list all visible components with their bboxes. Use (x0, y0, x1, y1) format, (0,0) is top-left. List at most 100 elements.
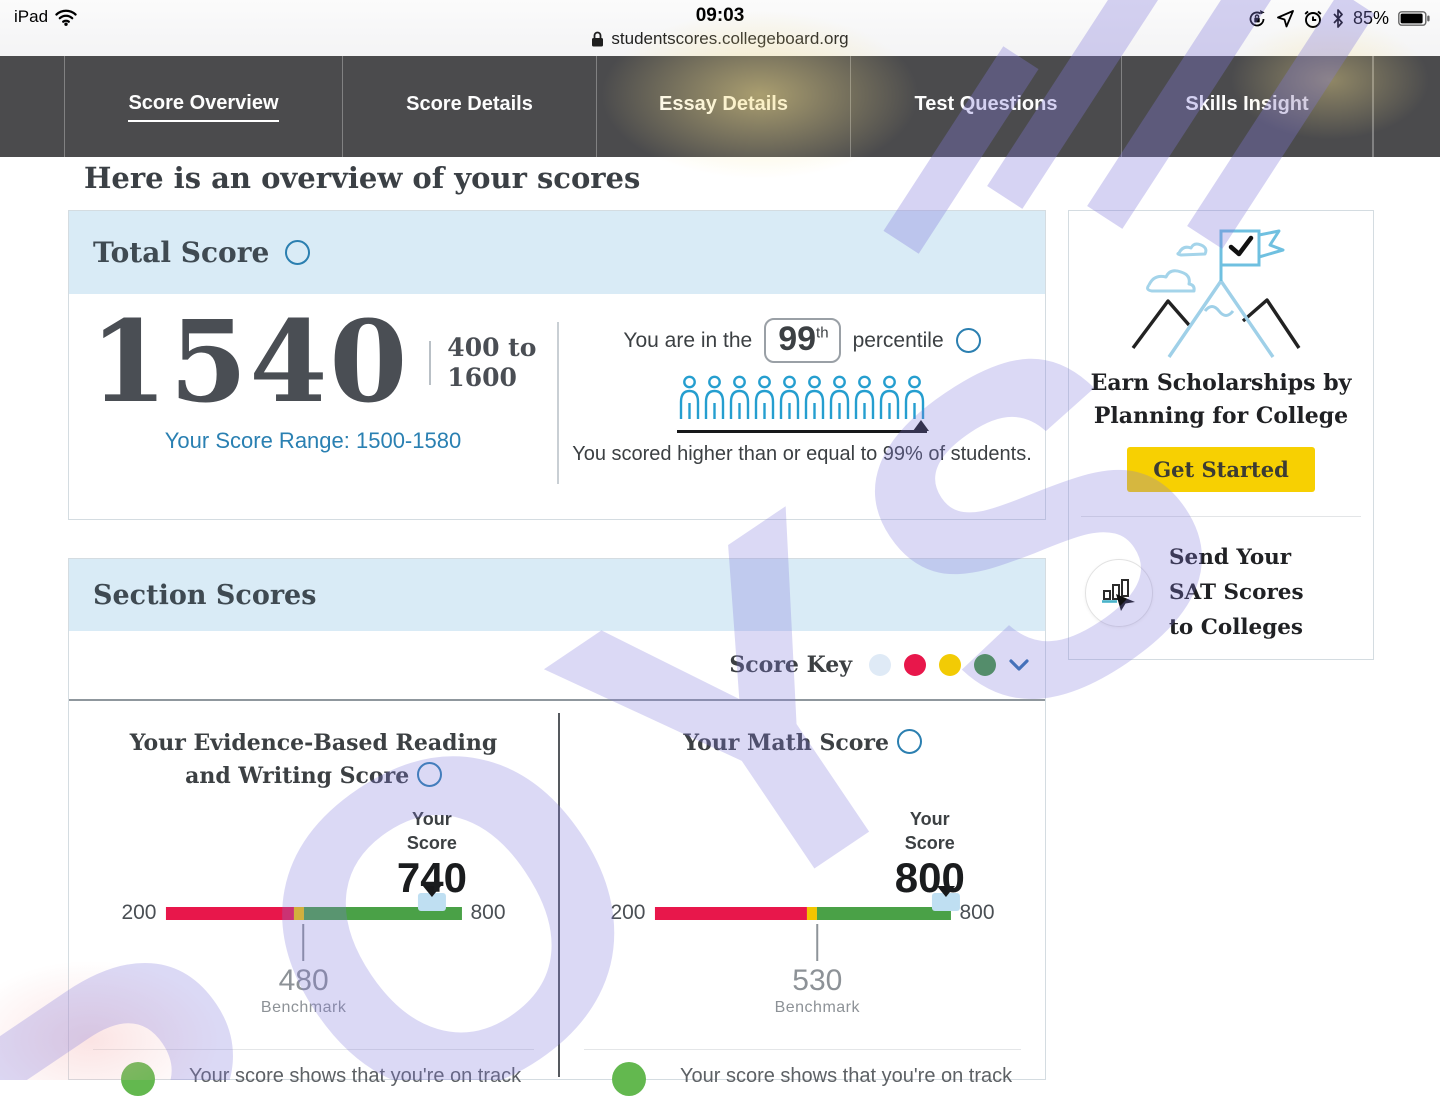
gauge-track: Your Score 740 480 Benchmark (166, 907, 462, 920)
score-value: 800 (895, 855, 965, 901)
title-text: Your Math Score (683, 730, 889, 756)
tab-essay-details[interactable]: Essay Details (596, 56, 850, 157)
tab-test-questions[interactable]: Test Questions (850, 56, 1121, 157)
person-icon (852, 375, 877, 421)
person-icon (702, 375, 727, 421)
tab-label: Test Questions (915, 93, 1058, 121)
gauge-max-label: 800 (960, 901, 995, 925)
title-text: Your Evidence-Based Reading and Writing … (130, 730, 497, 789)
percentile-axis (677, 430, 927, 433)
percentile-people (677, 375, 927, 421)
send-scores-link[interactable]: Send Your SAT Scores to Colleges (1069, 541, 1373, 645)
scholarship-title: Earn Scholarships by Planning for Colleg… (1087, 367, 1355, 433)
benchmark-indicator: 530 Benchmark (775, 924, 860, 1017)
section-scores-title: Section Scores (93, 580, 316, 611)
send-scores-circle (1085, 559, 1153, 627)
key-dot-yellow (939, 654, 961, 676)
score-range-text: Your Score Range: 1500-1580 (165, 428, 461, 454)
score-label-line: Your (895, 807, 965, 831)
person-icon (677, 375, 702, 421)
benchmark-tick (303, 924, 305, 961)
orientation-lock-icon (1247, 9, 1267, 29)
score-label-line: Score (895, 831, 965, 855)
gauge-segment (807, 907, 817, 920)
percentile-ordinal: th (816, 325, 829, 342)
person-icon (902, 375, 927, 421)
mountain-flag-illustration (1121, 223, 1321, 363)
percentile-number: 99 (778, 320, 816, 358)
section-scores-header: Section Scores (69, 559, 1045, 631)
score-key-label: Score Key (729, 652, 852, 678)
score-scale-range: 400 to 1600 (447, 333, 536, 393)
page-title: Here is an overview of your scores (84, 161, 640, 195)
scale-range-line: 1600 (447, 363, 536, 393)
send-scores-icon (1099, 573, 1139, 613)
person-icon (727, 375, 752, 421)
math-title: Your Math Score (560, 727, 1045, 760)
tab-label: Essay Details (659, 93, 788, 121)
total-score-value: 1540 (90, 310, 410, 416)
battery-percent: 85% (1353, 8, 1389, 29)
score-value: 740 (397, 855, 467, 901)
total-score-value-block: 1540 400 to 1600 Your Score Range: 1500-… (69, 294, 557, 520)
math-gauge: 200 Your Score 800 530 Benchmark 800 (610, 901, 994, 925)
person-icon (777, 375, 802, 421)
divider (1081, 516, 1361, 517)
bluetooth-icon (1332, 9, 1344, 28)
address-bar[interactable]: studentscores.collegeboard.org (0, 29, 1440, 49)
alarm-clock-icon (1303, 9, 1323, 29)
person-icon (827, 375, 852, 421)
score-label-line: Score (397, 831, 467, 855)
gauge-max-label: 800 (471, 901, 506, 925)
percentile-block: You are in the 99th percentile (559, 294, 1045, 520)
reading-writing-gauge: 200 Your Score 740 480 Benchmark 800 (121, 901, 505, 925)
gauge-min-label: 200 (121, 901, 156, 925)
tab-label: Score Overview (128, 92, 278, 122)
on-track-note: Your score shows that you're on track (93, 1049, 534, 1096)
location-arrow-icon (1276, 10, 1294, 28)
math-help-icon[interactable] (897, 729, 922, 754)
tab-label: Skills Insight (1185, 93, 1308, 121)
arrowhead-icon (913, 420, 929, 431)
benchmark-label: Benchmark (775, 999, 860, 1017)
gauge-segment (166, 907, 294, 920)
reading-writing-panel: Your Evidence-Based Reading and Writing … (69, 701, 558, 1077)
battery-icon (1398, 11, 1430, 26)
key-dot-lightblue (869, 654, 891, 676)
scholarship-card: Earn Scholarships by Planning for Colleg… (1068, 210, 1374, 660)
score-key-row: Score Key (69, 631, 1045, 701)
url-text: studentscores.collegeboard.org (611, 29, 848, 49)
on-track-icon (121, 1062, 155, 1096)
tab-skills-insight[interactable]: Skills Insight (1121, 56, 1373, 157)
chevron-down-icon[interactable] (1009, 658, 1029, 672)
total-score-help-icon[interactable] (285, 240, 310, 265)
gauge-min-label: 200 (610, 901, 645, 925)
top-nav: Score Overview Score Details Essay Detai… (0, 56, 1440, 157)
percentile-help-icon[interactable] (956, 328, 981, 353)
tab-score-details[interactable]: Score Details (342, 56, 596, 157)
on-track-icon (612, 1062, 646, 1096)
send-scores-title: Send Your SAT Scores to Colleges (1169, 541, 1309, 645)
tab-score-overview[interactable]: Score Overview (64, 56, 342, 157)
person-icon (802, 375, 827, 421)
total-score-card: Total Score 1540 400 to 1600 Your Score … (68, 210, 1046, 520)
your-score-block: Your Score 800 (895, 807, 965, 901)
gauge-segment (655, 907, 808, 920)
get-started-button[interactable]: Get Started (1127, 447, 1315, 492)
tab-label: Score Details (406, 93, 533, 121)
nav-spacer (0, 56, 64, 157)
benchmark-value: 530 (775, 964, 860, 998)
benchmark-tick (816, 924, 818, 961)
reading-writing-help-icon[interactable] (417, 762, 442, 787)
section-scores-card: Section Scores Score Key Your Evidence-B… (68, 558, 1046, 1080)
reading-writing-title: Your Evidence-Based Reading and Writing … (69, 727, 558, 793)
score-label-line: Your (397, 807, 467, 831)
person-icon (752, 375, 777, 421)
benchmark-label: Benchmark (261, 999, 346, 1017)
scale-range-line: 400 to (447, 333, 536, 363)
percentile-caption: You scored higher than or equal to 99% o… (572, 443, 1032, 466)
padlock-icon (591, 31, 604, 47)
math-panel: Your Math Score 200 Your Score 800 530 B… (560, 701, 1045, 1077)
gauge-segment (294, 907, 304, 920)
percentile-suffix: percentile (853, 329, 944, 353)
